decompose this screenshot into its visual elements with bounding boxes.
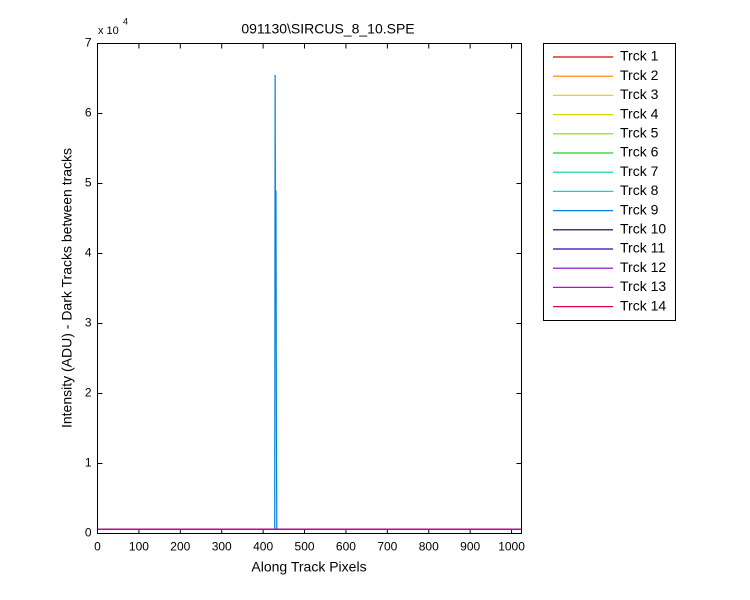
y-axis-label: Intensity (ADU) - Dark Tracks between tr… [59,148,75,428]
legend-label: Trck 8 [620,182,659,198]
legend-label: Trck 14 [620,297,666,313]
legend-label: Trck 1 [620,48,659,64]
x-tick-label: 0 [94,540,101,554]
legend-label: Trck 7 [620,163,659,179]
legend-label: Trck 13 [620,278,666,294]
chart-title: 091130\SIRCUS_8_10.SPE [241,21,414,37]
x-tick-label: 900 [460,540,480,554]
y-tick-label: 7 [85,36,92,50]
x-tick-label: 200 [170,540,190,554]
y-tick-label: 2 [85,386,92,400]
legend-box [543,43,676,321]
y-multiplier: x 10 [98,25,119,37]
series-line [97,74,522,530]
legend-label: Trck 4 [620,105,659,121]
x-tick-label: 800 [419,540,439,554]
legend-label: Trck 9 [620,201,659,217]
legend-label: Trck 10 [620,221,666,237]
plot-area [97,43,522,534]
y-tick-label: 6 [85,106,92,120]
legend-label: Trck 2 [620,67,659,83]
legend-label: Trck 11 [620,240,665,256]
x-tick-label: 300 [212,540,232,554]
x-tick-label: 500 [295,540,315,554]
x-tick-label: 400 [253,540,273,554]
x-tick-label: 700 [377,540,397,554]
x-tick-label: 1000 [498,540,525,554]
y-tick-label: 4 [85,246,92,260]
legend-label: Trck 5 [620,125,659,141]
y-tick-label: 5 [85,176,92,190]
y-multiplier-exponent: 4 [123,16,128,26]
x-axis-label: Along Track Pixels [251,559,366,575]
legend-label: Trck 3 [620,86,659,102]
x-tick-label: 100 [129,540,149,554]
legend-label: Trck 6 [620,144,659,160]
x-tick-label: 600 [336,540,356,554]
y-tick-label: 0 [85,526,92,540]
legend-label: Trck 12 [620,259,666,275]
y-tick-label: 3 [85,316,92,330]
y-tick-label: 1 [85,456,92,470]
